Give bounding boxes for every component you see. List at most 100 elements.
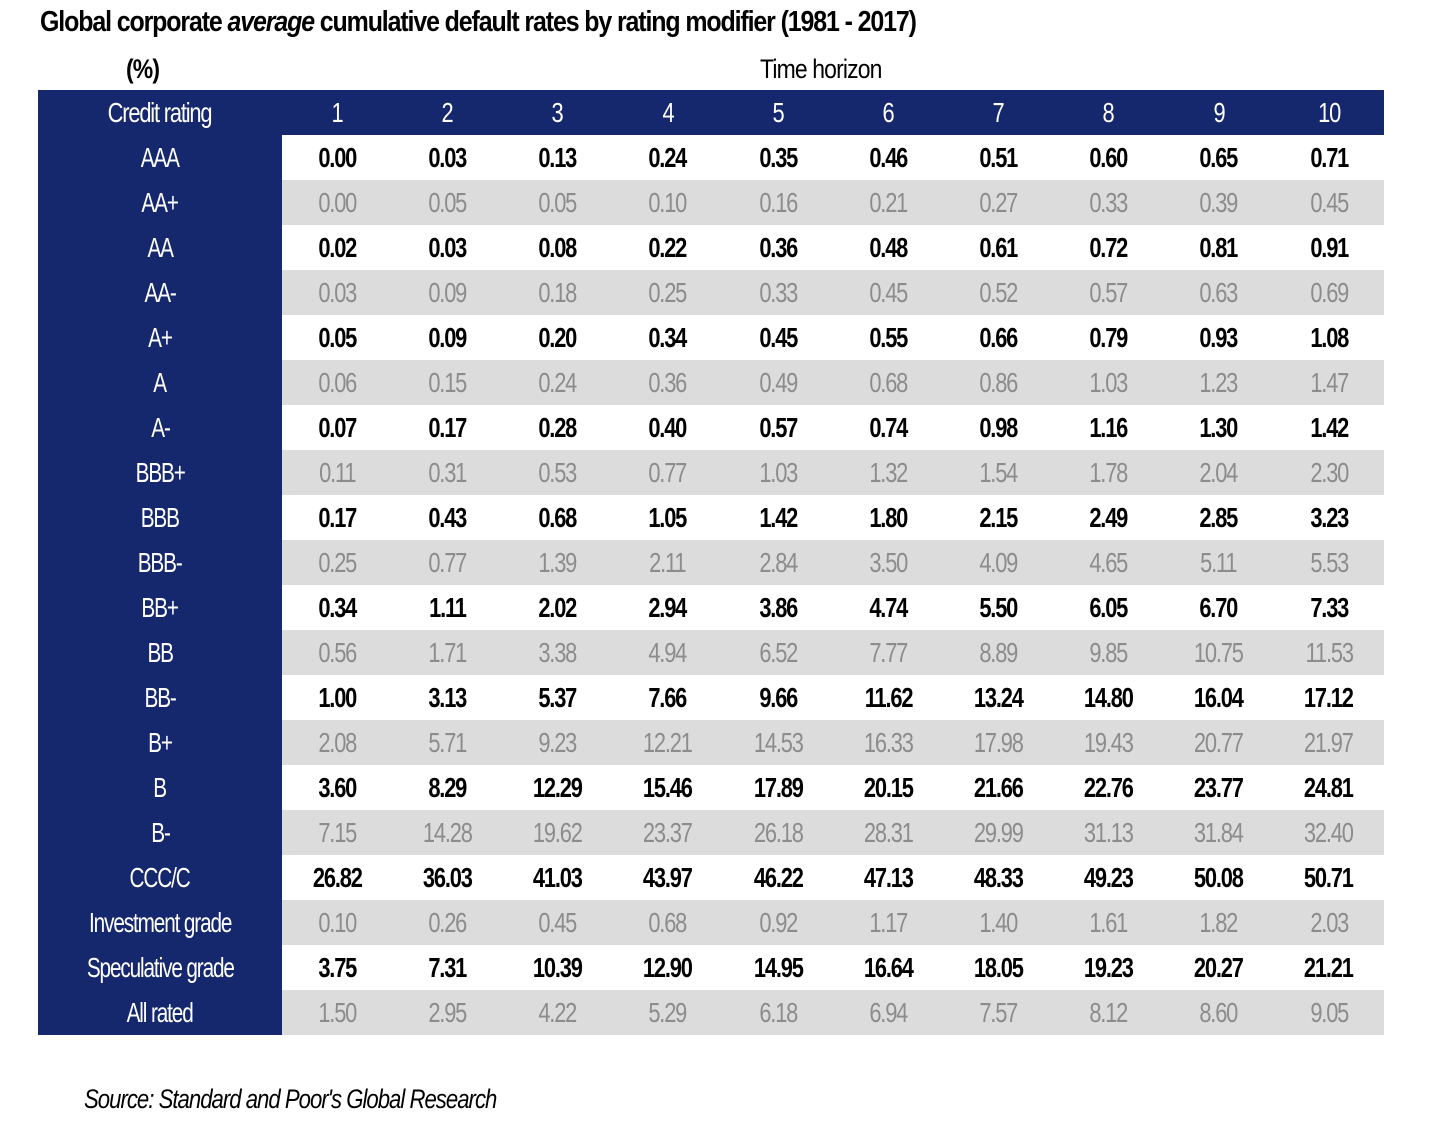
header-horizon-8: 8 [1053,90,1164,135]
table-cell-text: 1.71 [428,636,467,668]
table-cell-text: 5.11 [1200,546,1237,578]
table-cell-text: 47.13 [863,861,914,893]
table-cell: 1.23 [1163,360,1274,405]
table-cell: 12.90 [612,945,723,990]
table-cell-text: 0.48 [869,231,908,263]
table-cell: 0.46 [832,135,944,180]
table-cell: 0.86 [943,360,1054,405]
table-cell: 14.53 [722,720,833,765]
table-cell: 1.30 [1163,405,1274,450]
table-cell: 0.03 [282,270,393,315]
header-horizon-8-text: 8 [1102,96,1115,128]
row-label: B+ [38,720,282,765]
table-cell: 0.52 [943,270,1054,315]
table-cell-text: 12.21 [643,726,693,758]
table-cell: 14.28 [392,810,503,855]
header-horizon-10-text: 10 [1317,96,1341,128]
header-horizon-5: 5 [722,90,833,135]
table-cell-text: 31.13 [1083,816,1134,848]
header-horizon-1: 1 [282,90,393,135]
table-cell-text: 0.03 [318,276,357,308]
table-cell-text: 0.77 [428,546,467,578]
table-cell: 23.37 [612,810,723,855]
table-cell-text: 0.28 [538,411,578,443]
table-cell: 29.99 [943,810,1054,855]
table-cell-text: 0.36 [758,231,798,263]
row-label: A- [38,405,282,450]
row-label-text: B- [150,816,171,848]
table-cell-text: 0.72 [1089,231,1128,263]
table-cell: 0.91 [1273,225,1384,270]
table-cell-text: 8.89 [979,636,1018,668]
table-cell-text: 7.66 [648,681,688,713]
table-cell: 16.64 [832,945,944,990]
table-cell: 0.39 [1163,180,1274,225]
table-cell-text: 9.23 [538,726,578,758]
table-cell: 1.82 [1163,900,1274,945]
table-cell-text: 8.29 [428,771,467,803]
table-cell: 31.13 [1053,810,1164,855]
table-cell-text: 1.30 [1199,411,1239,443]
table-cell-text: 5.29 [648,996,688,1028]
table-cell-text: 3.75 [318,951,357,983]
table-cell: 0.45 [832,270,944,315]
row-label-text: All rated [126,996,194,1028]
table-cell: 3.50 [832,540,944,585]
table-cell-text: 32.40 [1304,816,1354,848]
table-cell-text: 21.97 [1304,726,1354,758]
table-cell: 7.57 [943,990,1054,1035]
table-cell-text: 1.16 [1089,411,1128,443]
header-horizon-7: 7 [943,90,1054,135]
table-cell-text: 1.05 [648,501,688,533]
table-cell: 0.65 [1163,135,1274,180]
table-cell: 6.52 [722,630,833,675]
row-label-text: AAA [140,141,180,173]
table-cell-text: 5.53 [1309,546,1349,578]
table-cell: 5.50 [943,585,1054,630]
table-cell: 0.07 [282,405,393,450]
table-cell: 0.56 [282,630,393,675]
table-cell-text: 0.68 [869,366,908,398]
table-cell-text: 17.89 [753,771,803,803]
row-label-text: BB- [144,681,176,713]
table-cell-text: 0.69 [1309,276,1349,308]
table-cell-text: 0.17 [318,501,357,533]
table-cell: 0.61 [943,225,1054,270]
table-cell-text: 2.02 [538,591,578,623]
table-cell: 0.49 [722,360,833,405]
table-cell-text: 8.60 [1199,996,1239,1028]
table-cell-text: 9.85 [1089,636,1128,668]
table-cell-text: 3.38 [538,636,578,668]
table-cell-text: 0.45 [869,276,908,308]
table-cell-text: 11.53 [1305,636,1353,668]
table-cell-text: 5.37 [538,681,578,713]
table-cell: 0.51 [943,135,1054,180]
table-cell-text: 7.77 [869,636,908,668]
table-cell-text: 0.33 [1089,186,1128,218]
table-cell: 5.37 [502,675,613,720]
table-cell-text: 1.80 [869,501,908,533]
row-label-text: AA+ [141,186,180,218]
table-cell-text: 10.39 [533,951,583,983]
table-cell: 2.04 [1163,450,1274,495]
table-cell-text: 23.77 [1194,771,1244,803]
table-cell-text: 28.31 [863,816,914,848]
table-cell: 2.11 [612,540,723,585]
table-cell: 1.54 [943,450,1054,495]
table-cell: 0.15 [392,360,503,405]
table-cell: 3.86 [722,585,833,630]
table-cell-text: 1.23 [1199,366,1239,398]
table-cell-text: 7.15 [318,816,357,848]
table-cell: 0.34 [612,315,723,360]
table-cell: 4.74 [832,585,944,630]
table-cell: 5.53 [1273,540,1384,585]
row-label-text: AA- [144,276,176,308]
table-cell: 8.12 [1053,990,1164,1035]
table-cell-text: 6.52 [758,636,798,668]
table-cell-text: 0.25 [648,276,688,308]
table-cell: 0.24 [612,135,723,180]
table-cell: 4.09 [943,540,1054,585]
table-cell-text: 0.07 [318,411,357,443]
table-cell-text: 0.66 [979,321,1018,353]
table-cell: 0.28 [502,405,613,450]
